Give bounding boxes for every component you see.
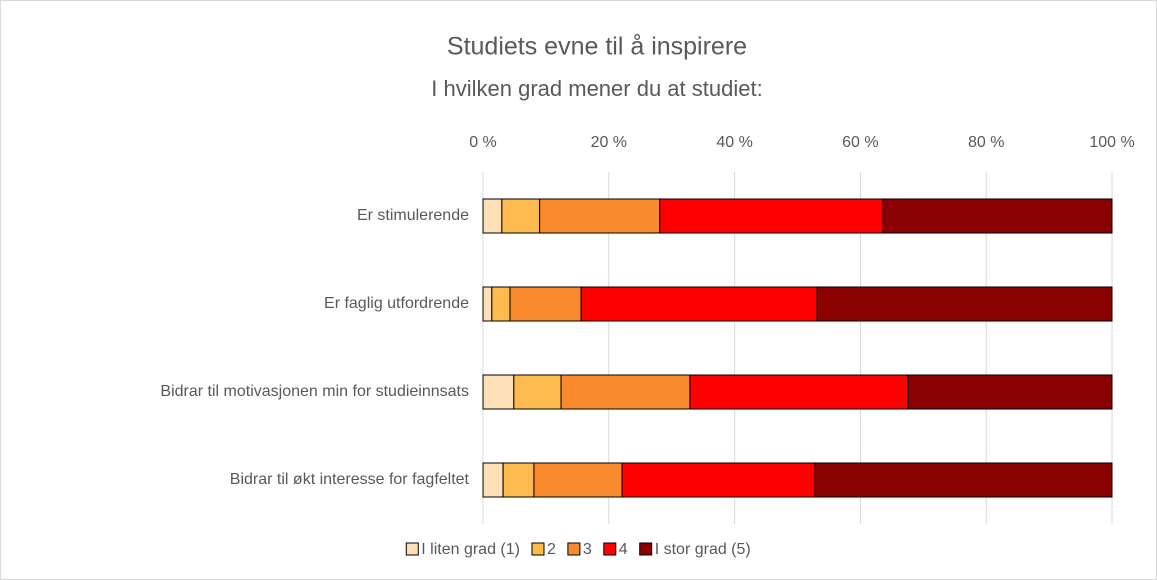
bar-segment <box>816 286 1113 322</box>
bar-segment <box>502 462 535 498</box>
x-tick-label: 100 % <box>1089 134 1134 151</box>
legend-swatch <box>405 542 419 556</box>
bar-segment <box>513 374 562 410</box>
chart-title: Studiets evne til å inspirere <box>447 33 747 61</box>
bar-segment <box>539 198 661 234</box>
y-tick-label: Bidrar til motivasjonen min for studiein… <box>160 383 469 400</box>
bar-segment <box>482 286 493 322</box>
legend-label: 4 <box>619 541 628 558</box>
bar-segment <box>482 198 503 234</box>
bar-segment <box>509 286 582 322</box>
legend-swatch <box>603 542 617 556</box>
bar-segment <box>491 286 511 322</box>
bar-segment <box>882 198 1113 234</box>
y-tick-label: Er stimulerende <box>357 207 469 224</box>
chart-subtitle: I hvilken grad mener du at studiet: <box>431 76 762 101</box>
bar-segment <box>482 462 504 498</box>
x-tick-label: 60 % <box>842 134 878 151</box>
y-tick-label: Er faglig utfordrende <box>324 295 469 312</box>
bar-segment <box>560 374 691 410</box>
bar-segment <box>533 462 623 498</box>
bar-segment <box>482 374 515 410</box>
x-tick-label: 40 % <box>716 134 752 151</box>
bar-segment <box>621 462 816 498</box>
bar-segment <box>580 286 818 322</box>
legend-swatch <box>567 542 581 556</box>
x-tick-label: 0 % <box>469 134 497 151</box>
bar-segment <box>814 462 1113 498</box>
x-tick-label: 80 % <box>968 134 1004 151</box>
x-tick-label: 20 % <box>591 134 627 151</box>
legend-swatch <box>531 542 545 556</box>
bar-segment <box>501 198 541 234</box>
legend-swatch <box>639 542 653 556</box>
legend-label: I liten grad (1) <box>421 541 520 558</box>
legend-label: I stor grad (5) <box>655 541 751 558</box>
bar-segment <box>659 198 884 234</box>
legend-label: 2 <box>547 541 556 558</box>
bar-segment <box>907 374 1113 410</box>
y-tick-label: Bidrar til økt interesse for fagfeltet <box>230 471 470 488</box>
bar-segment <box>689 374 909 410</box>
legend-label: 3 <box>583 541 592 558</box>
